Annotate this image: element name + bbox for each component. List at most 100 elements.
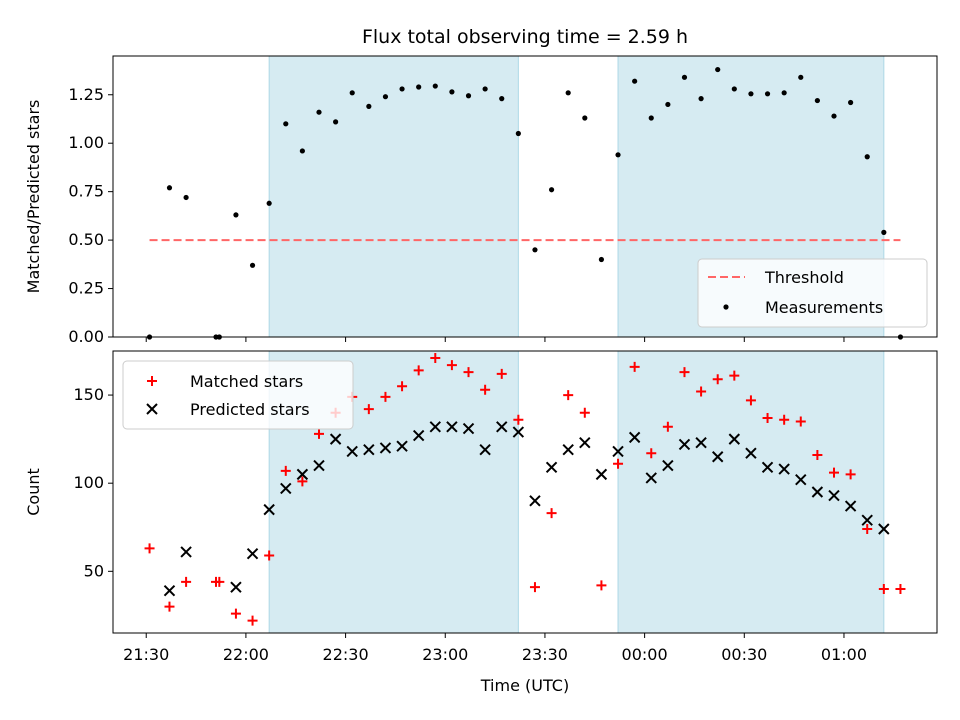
measurement-point (798, 74, 804, 80)
measurement-point (349, 90, 355, 96)
matched-point (363, 404, 374, 415)
measurement-point (565, 90, 571, 96)
matched-point (745, 395, 756, 406)
chart-title: Flux total observing time = 2.59 h (362, 26, 688, 48)
bottom-panel: 50 100 150 21:30 22:00 22:30 23:00 23:30 00:00 00… (24, 350, 938, 664)
measurement-point (233, 212, 239, 218)
matched-point (314, 428, 324, 439)
measurement-point (249, 262, 256, 268)
matched-point (480, 384, 491, 395)
x-tick-label: 23:00 (422, 645, 468, 664)
predicted-point (363, 443, 375, 456)
measurement-point (814, 97, 820, 104)
matched-point (895, 583, 906, 594)
predicted-point (396, 440, 408, 452)
measurement-point (548, 187, 555, 193)
measurement-point (465, 93, 472, 99)
matched-point (496, 368, 507, 379)
matched-point (230, 608, 241, 619)
measurement-point (748, 91, 754, 97)
measurement-point (681, 74, 688, 80)
predicted-point (512, 426, 525, 438)
x-tick-label: 00:00 (622, 645, 668, 664)
matched-point (144, 543, 155, 554)
legend-measurement-label: Measurements (765, 298, 883, 317)
x-tick-label: 23:30 (522, 645, 568, 664)
x-tick-label: 22:30 (323, 645, 369, 664)
measurement-point (333, 119, 339, 125)
shaded-interval (617, 350, 885, 634)
predicted-point (263, 503, 275, 516)
y-tick-label: 0.50 (68, 230, 104, 249)
shaded-interval (268, 55, 519, 338)
measurement-point (848, 99, 854, 106)
matched-point (762, 412, 773, 423)
matched-point (779, 414, 790, 425)
measurement-point (698, 96, 704, 102)
predicted-point (180, 546, 192, 558)
matched-point (579, 407, 590, 418)
predicted-point (811, 486, 824, 498)
predicted-point (628, 431, 641, 444)
matched-point (463, 367, 474, 378)
y-tick-label: 1.00 (68, 133, 104, 152)
predicted-point (529, 495, 541, 507)
legend-box (697, 258, 928, 328)
y-tick-label: 150 (73, 385, 104, 404)
predicted-point (313, 459, 325, 472)
matched-point (613, 458, 624, 469)
predicted-point (412, 429, 425, 442)
matched-point (430, 353, 441, 364)
matched-point (546, 508, 557, 519)
matched-point (679, 367, 690, 378)
legend-predicted-swatch (146, 403, 158, 415)
measurement-point (532, 247, 538, 253)
matched-point (812, 449, 823, 460)
axes-frame (112, 350, 938, 634)
matched-point (878, 583, 889, 594)
matched-point (214, 576, 225, 587)
predicted-point (844, 500, 857, 512)
measurement-point (316, 109, 322, 115)
measurement-point (499, 96, 505, 102)
measurement-point (715, 66, 721, 73)
matched-point (696, 386, 707, 397)
predicted-point (479, 443, 491, 456)
matched-point (629, 361, 640, 372)
legend-predicted-label: Predicted stars (190, 400, 310, 419)
measurement-point (831, 113, 837, 119)
y-tick-label: 0.00 (68, 327, 104, 346)
predicted-point (163, 584, 176, 597)
measurement-point (299, 148, 305, 154)
matched-point (563, 390, 574, 401)
measurement-point (648, 115, 654, 121)
measurement-point (881, 229, 887, 235)
y-tick-label: 50 (84, 561, 104, 580)
predicted-point (296, 468, 309, 481)
predicted-point (579, 436, 591, 449)
predicted-point (429, 421, 441, 433)
predicted-point (230, 581, 242, 593)
legend-measurement-swatch (723, 304, 729, 310)
measurement-point (515, 130, 521, 137)
predicted-point (728, 433, 741, 445)
matched-point (845, 469, 856, 480)
y-tick-label: 0.25 (68, 279, 104, 298)
predicted-point (778, 463, 790, 475)
predicted-point (745, 447, 757, 459)
predicted-point (712, 451, 724, 463)
predicted-point (795, 473, 807, 486)
predicted-point (246, 547, 259, 560)
legend-matched-swatch (147, 376, 157, 386)
predicted-point (828, 489, 840, 502)
predicted-point (695, 436, 707, 449)
predicted-point (878, 523, 890, 535)
matched-point (513, 414, 524, 425)
matched-point (297, 476, 308, 487)
predicted-point (861, 514, 873, 526)
matched-point (413, 365, 424, 376)
predicted-point (346, 445, 358, 458)
matched-point (397, 381, 408, 392)
matched-point (596, 580, 607, 591)
